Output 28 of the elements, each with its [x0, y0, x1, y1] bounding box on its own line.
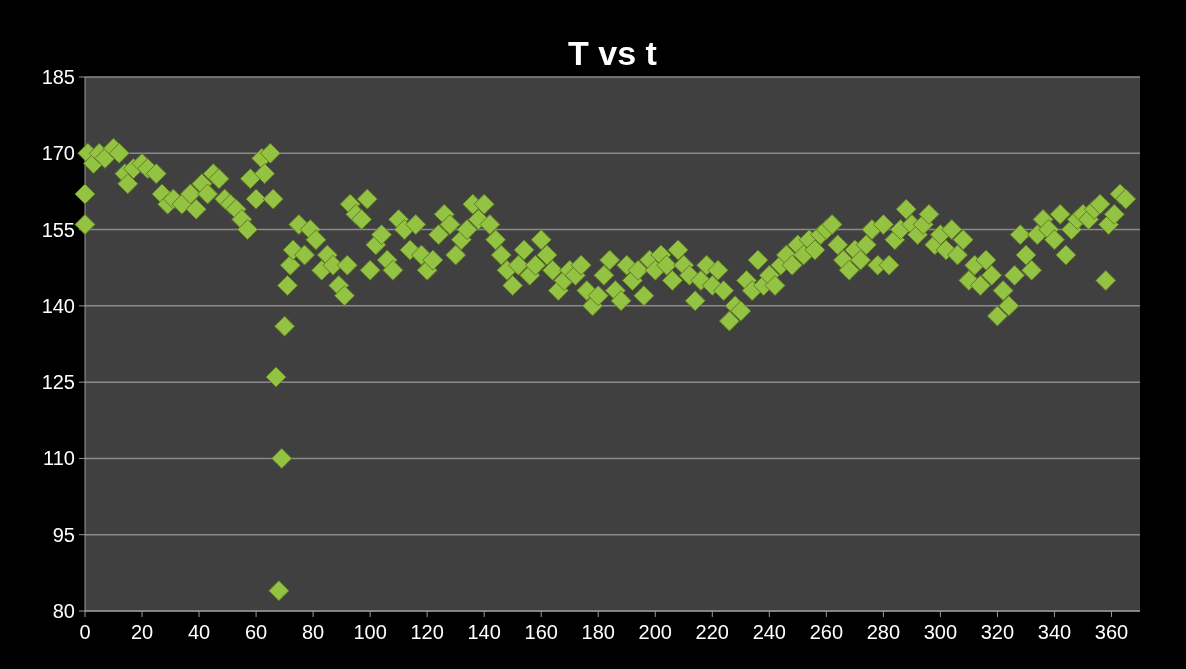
x-tick-label: 120 — [410, 621, 444, 643]
y-tick-label: 185 — [41, 66, 75, 88]
x-tick-label: 200 — [638, 621, 672, 643]
x-tick-label: 80 — [301, 621, 325, 643]
x-tick-label: 160 — [524, 621, 558, 643]
y-tick-label: 155 — [41, 218, 75, 241]
x-tick-label: 0 — [79, 621, 91, 643]
chart-title: T vs t — [568, 34, 657, 72]
x-tick-label: 320 — [980, 621, 1015, 643]
x-tick-label: 260 — [809, 621, 844, 643]
x-tick-label: 340 — [1037, 621, 1072, 643]
y-tick-label: 95 — [52, 523, 75, 546]
x-tick-label: 20 — [130, 621, 154, 643]
x-tick-label: 280 — [866, 621, 901, 643]
y-tick-label: 125 — [41, 371, 75, 394]
y-tick-label: 140 — [41, 294, 75, 317]
y-tick-label: 80 — [52, 600, 75, 622]
x-tick-label: 360 — [1094, 621, 1129, 643]
x-tick-label: 40 — [187, 621, 211, 643]
x-tick-label: 240 — [752, 621, 787, 643]
x-tick-label: 220 — [695, 621, 729, 643]
x-tick-label: 300 — [923, 621, 958, 643]
x-tick-label: 140 — [467, 621, 501, 643]
y-tick-label: 170 — [41, 142, 75, 165]
x-tick-label: 180 — [581, 621, 615, 643]
x-tick-label: 100 — [353, 621, 387, 643]
x-tick-label: 60 — [244, 621, 268, 643]
y-tick-label: 110 — [43, 447, 75, 470]
